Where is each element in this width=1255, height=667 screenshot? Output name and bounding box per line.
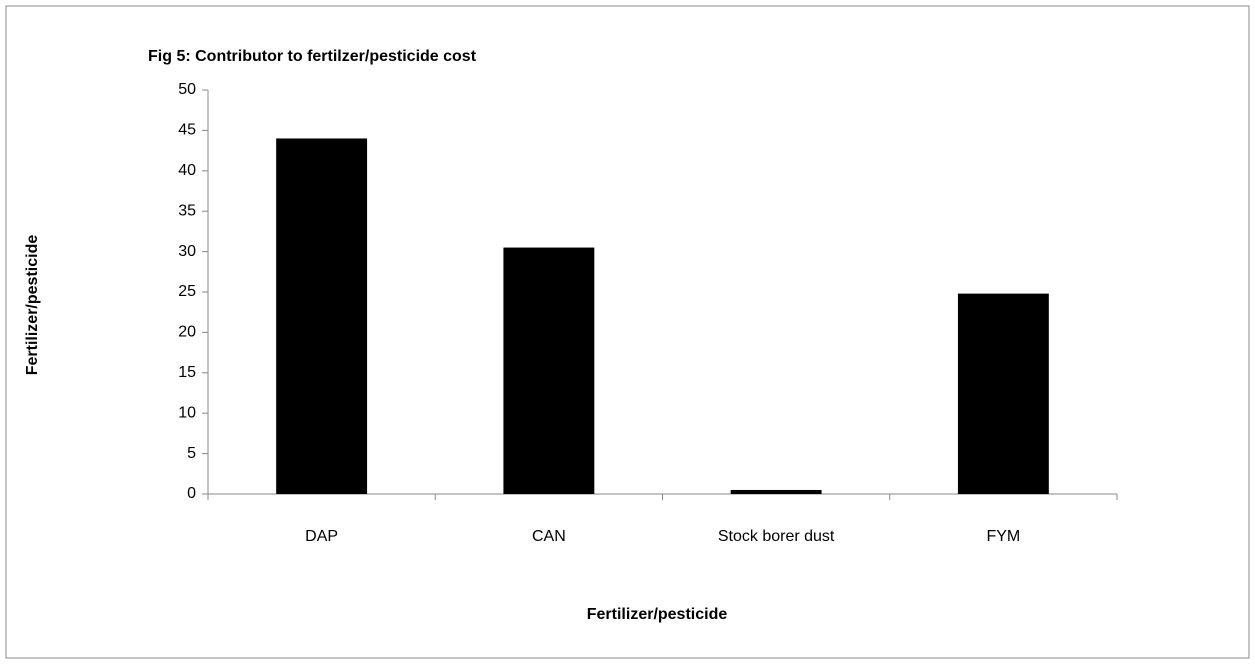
y-axis-label: Fertilizer/pesticide — [24, 235, 41, 376]
chart-title: Fig 5: Contributor to fertilzer/pesticid… — [148, 48, 477, 65]
y-tick-label: 30 — [178, 243, 196, 260]
y-tick-label: 40 — [178, 162, 196, 179]
y-tick-label: 25 — [178, 283, 196, 300]
bar — [503, 247, 595, 494]
bar — [730, 489, 822, 494]
y-tick-label: 15 — [178, 364, 196, 381]
x-tick-label: DAP — [305, 528, 338, 545]
x-tick-label: CAN — [532, 528, 566, 545]
y-tick-label: 5 — [187, 445, 196, 462]
y-tick-label: 10 — [178, 404, 196, 421]
y-tick-label: 35 — [178, 202, 196, 219]
x-tick-label: FYM — [986, 528, 1020, 545]
y-tick-label: 20 — [178, 324, 196, 341]
y-tick-label: 0 — [187, 485, 196, 502]
x-tick-label: Stock borer dust — [718, 528, 835, 545]
y-tick-label: 45 — [178, 122, 196, 139]
x-axis-label: Fertilizer/pesticide — [587, 606, 728, 623]
bar — [276, 138, 368, 495]
bar — [957, 293, 1049, 494]
y-tick-label: 50 — [178, 81, 196, 98]
